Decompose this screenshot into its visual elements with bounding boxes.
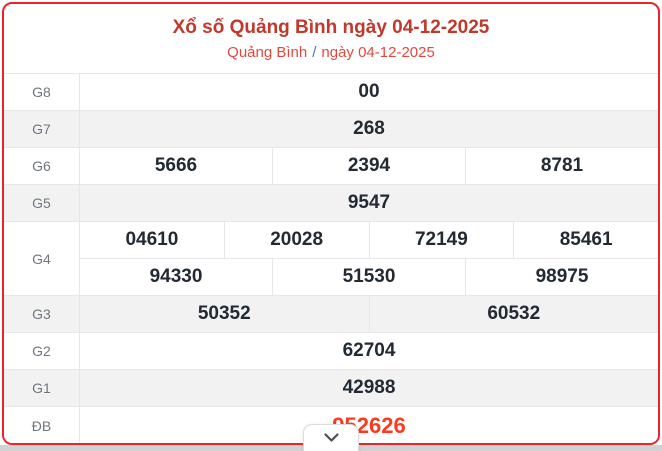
breadcrumb-date-link[interactable]: ngày 04-12-2025 [321, 43, 435, 61]
prize-row-g6: G6 5666 2394 8781 [4, 148, 658, 185]
prize-row-g5: G5 9547 [4, 185, 658, 222]
prize-number: 50352 [197, 303, 251, 324]
prize-number: 268 [353, 118, 385, 139]
prize-label-g2: G2 [4, 333, 80, 369]
breadcrumb-separator: / [312, 43, 317, 61]
results-table: G8 00 G7 268 G6 5666 2394 8781 [4, 74, 658, 443]
prize-number: 85461 [513, 222, 658, 258]
chevron-down-icon [323, 433, 339, 442]
prize-number: 5666 [154, 155, 198, 176]
special-prize-number: 952626 [332, 412, 406, 438]
prize-number: 98975 [465, 259, 658, 295]
prize-row-g4: G4 04610 20028 72149 85461 94330 51530 9… [4, 222, 658, 296]
prize-label-g8: G8 [4, 74, 80, 110]
breadcrumb-province-link[interactable]: Quảng Bình [227, 43, 308, 61]
lottery-result-card: Xổ số Quảng Bình ngày 04-12-2025 Quảng B… [2, 2, 660, 445]
prize-row-g8: G8 00 [4, 74, 658, 111]
breadcrumb: Quảng Bình / ngày 04-12-2025 [227, 44, 435, 61]
prize-number: 42988 [342, 377, 396, 398]
expand-results-button[interactable] [303, 424, 359, 451]
prize-label-g1: G1 [4, 370, 80, 406]
prize-number: 00 [358, 81, 380, 102]
prize-number: 72149 [368, 222, 514, 258]
prize-number: 60532 [368, 296, 659, 332]
prize-number: 62704 [342, 340, 396, 361]
prize-number: 2394 [272, 148, 465, 184]
prize-number: 51530 [272, 259, 465, 295]
prize-label-g3: G3 [4, 296, 80, 332]
prize-row-g1: G1 42988 [4, 370, 658, 407]
prize-label-g4: G4 [4, 222, 80, 295]
prize-number: 20028 [223, 222, 369, 258]
prize-number: 9547 [347, 192, 391, 213]
prize-row-g3: G3 50352 60532 [4, 296, 658, 333]
prize-label-db: ĐB [4, 407, 80, 443]
prize-number: 8781 [465, 148, 658, 184]
card-header: Xổ số Quảng Bình ngày 04-12-2025 Quảng B… [4, 4, 658, 74]
prize-number: 94330 [149, 266, 203, 287]
prize-label-g7: G7 [4, 111, 80, 147]
prize-row-g2: G2 62704 [4, 333, 658, 370]
prize-label-g6: G6 [4, 148, 80, 184]
prize-number: 04610 [125, 229, 179, 250]
page-title: Xổ số Quảng Bình ngày 04-12-2025 [172, 17, 490, 39]
prize-row-g7: G7 268 [4, 111, 658, 148]
prize-label-g5: G5 [4, 185, 80, 221]
